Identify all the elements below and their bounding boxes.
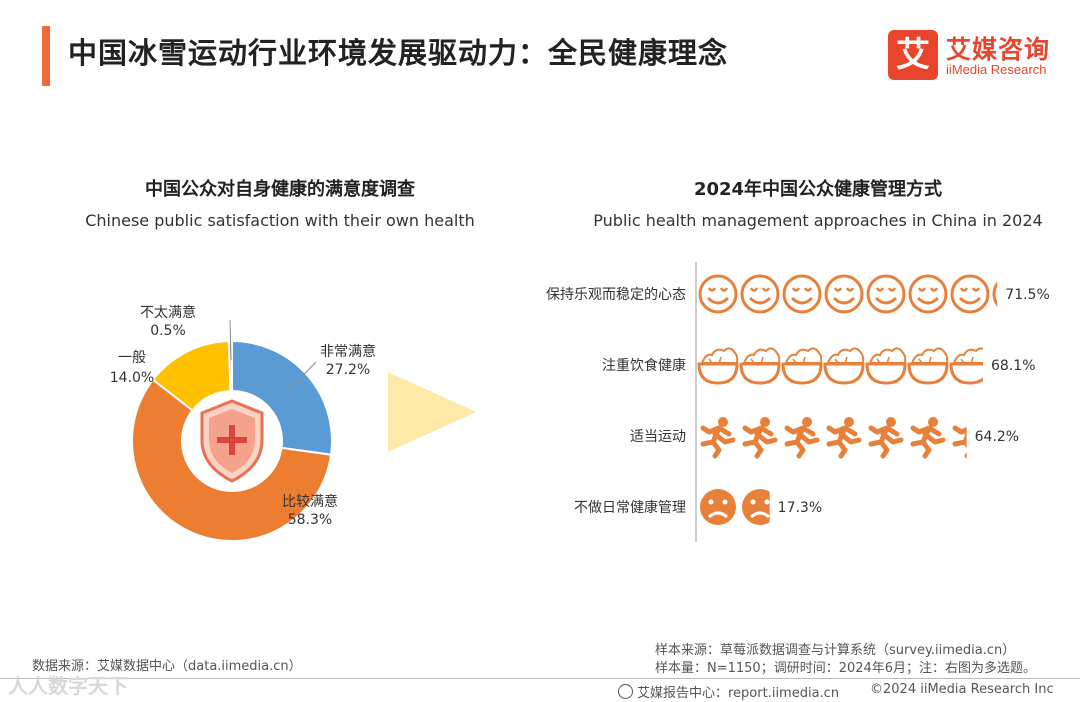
- slice-label-average: 一般: [118, 350, 146, 366]
- slice-label-very-satisfied: 非常满意: [320, 343, 376, 360]
- smile-face-icon: [992, 281, 998, 307]
- bar-value-none: 17.3%: [778, 500, 822, 516]
- food-bowl-icon: [949, 347, 984, 385]
- pictobar-food-bowl: [697, 347, 984, 385]
- runner-icon: [742, 417, 778, 459]
- bar-category-none: 不做日常健康管理: [574, 499, 686, 516]
- smile-face-icon: [866, 274, 906, 314]
- copyright-text: ©2024 iiMedia Research Inc: [870, 682, 1054, 697]
- left-chart-titles: 中国公众对自身健康的满意度调查 Chinese public satisfact…: [80, 175, 480, 230]
- health-shield-icon: [200, 399, 264, 483]
- smile-face-icon: [950, 274, 990, 314]
- sad-face-icon: [742, 489, 770, 525]
- right-chart-title: 2024年中国公众健康管理方式: [693, 179, 943, 200]
- food-bowl-icon: [823, 347, 865, 385]
- bar-category-optimism: 保持乐观而稳定的心态: [546, 287, 686, 303]
- bar-category-exercise: 适当运动: [630, 429, 686, 445]
- arrow-triangle: [388, 372, 476, 452]
- runner-icon: [784, 417, 820, 459]
- runner-icon: [826, 417, 862, 459]
- runner-icon: [868, 417, 904, 459]
- pictobar-smile-face: [698, 274, 998, 314]
- report-center-link[interactable]: 艾媒报告中心：report.iimedia.cn: [618, 682, 839, 701]
- sample-source-note: 样本来源：草莓派数据调查与计算系统（survey.iimedia.cn）: [655, 643, 1016, 658]
- smile-face-icon: [740, 274, 780, 314]
- food-bowl-icon: [907, 347, 949, 385]
- food-bowl-icon: [697, 347, 739, 385]
- sad-face-icon: [700, 489, 736, 525]
- data-source-note: 数据来源：艾媒数据中心（data.iimedia.cn）: [32, 659, 302, 674]
- food-bowl-icon: [781, 347, 823, 385]
- smile-face-icon: [908, 274, 948, 314]
- leader-line-very-satisfied: [288, 361, 317, 391]
- left-chart-title: 中国公众对自身健康的满意度调查: [145, 179, 415, 200]
- left-chart-subtitle: Chinese public satisfaction with their o…: [85, 211, 475, 230]
- brand-logo[interactable]: 艾 艾媒咨询 iiMedia Research: [888, 30, 1068, 86]
- runner-icon: [952, 425, 967, 459]
- footer-divider: [0, 678, 1080, 679]
- watermark-text: 人人数字天下: [8, 674, 128, 698]
- report-center-text: 艾媒报告中心：report.iimedia.cn: [637, 686, 840, 701]
- title-accent-bar: [42, 26, 50, 86]
- runner-icon: [700, 417, 736, 459]
- runner-icon: [910, 417, 946, 459]
- slice-value-satisfied: 58.3%: [288, 512, 332, 528]
- logo-en-text: iiMedia Research: [946, 62, 1047, 77]
- bar-value-diet: 68.1%: [991, 358, 1035, 374]
- slice-value-average: 14.0%: [110, 370, 154, 386]
- right-chart-subtitle: Public health management approaches in C…: [593, 211, 1043, 230]
- pictobar-runner: [700, 417, 967, 459]
- pictobar-sad-face: [700, 489, 770, 525]
- leader-line-not-satisfied: [229, 319, 232, 361]
- bar-value-exercise: 64.2%: [975, 429, 1019, 445]
- right-chart-titles: 2024年中国公众健康管理方式 Public health management…: [580, 175, 1056, 230]
- smile-face-icon: [698, 274, 738, 314]
- logo-cn-text: 艾媒咨询: [946, 35, 1051, 64]
- page-title: 中国冰雪运动行业环境发展驱动力：全民健康理念: [68, 36, 729, 70]
- food-bowl-icon: [865, 347, 907, 385]
- smile-face-icon: [782, 274, 822, 314]
- bar-category-diet: 注重饮食健康: [602, 357, 686, 374]
- logo-mark: 艾: [888, 30, 938, 80]
- globe-icon: [618, 684, 633, 699]
- slice-value-very-satisfied: 27.2%: [326, 362, 370, 378]
- slice-label-not-satisfied: 不太满意: [140, 304, 196, 321]
- food-bowl-icon: [739, 347, 781, 385]
- sample-info-note: 样本量：N=1150；调研时间：2024年6月；注：右图为多选题。: [655, 661, 1037, 676]
- slice-value-not-satisfied: 0.5%: [150, 323, 186, 339]
- bar-value-optimism: 71.5%: [1005, 287, 1049, 303]
- smile-face-icon: [824, 274, 864, 314]
- slice-label-satisfied: 比较满意: [282, 493, 338, 510]
